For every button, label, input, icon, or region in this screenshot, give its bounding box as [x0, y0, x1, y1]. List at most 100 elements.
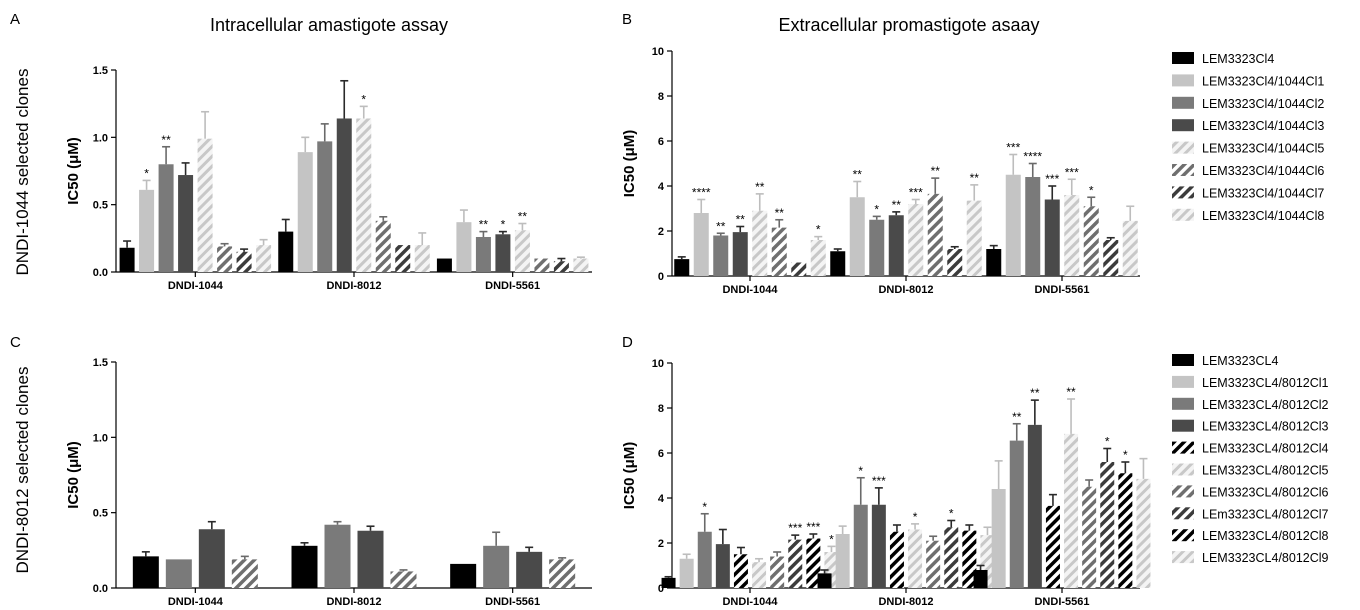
y-tick-label: 10	[652, 46, 664, 58]
x-tick-label: DNDI-5561	[485, 596, 540, 608]
significance-label: **	[479, 218, 489, 232]
significance-label: ***	[1065, 165, 1079, 179]
panel-letter-a: A	[10, 11, 20, 28]
significance-label: **	[1030, 386, 1040, 400]
bar-d-s9-c2	[962, 530, 977, 588]
bar-c-s4-c1	[231, 559, 258, 588]
y-tick-label: 1.5	[93, 357, 108, 369]
y-tick-label: 1.0	[93, 132, 108, 144]
significance-label: *	[1123, 448, 1128, 462]
legend-label: LEm3323CL4/8012Cl7	[1202, 507, 1329, 521]
panel-a-title: Intracellular amastigote assay	[210, 15, 448, 35]
bar-b-s3-c2	[869, 219, 885, 276]
significance-label: *	[1089, 183, 1094, 197]
y-tick-label: 0	[658, 583, 664, 595]
bar-d-s8-c3	[1100, 462, 1115, 588]
legend-swatch	[1172, 186, 1194, 199]
legend-swatch	[1172, 507, 1194, 520]
significance-label: *	[874, 202, 879, 216]
bar-b-s7-c1	[791, 262, 807, 276]
x-tick-label: DNDI-1044	[168, 280, 224, 292]
legend-swatch	[1172, 485, 1194, 498]
bar-d-s5-c2	[889, 531, 904, 588]
significance-label: **	[1066, 385, 1076, 399]
significance-label: ***	[909, 186, 923, 200]
bar-d-s2-c1	[679, 558, 694, 588]
bar-b-s8-c2	[966, 200, 982, 276]
bar-c-s1-c2	[291, 545, 318, 588]
bar-d-s10-c3	[1136, 478, 1151, 588]
legend-swatch	[1172, 52, 1194, 64]
bar-b-s4-c1	[732, 232, 748, 276]
significance-label: ****	[692, 186, 711, 200]
significance-label: *	[501, 218, 506, 232]
x-tick-label: DNDI-5561	[1034, 284, 1089, 296]
significance-label: **	[518, 210, 528, 224]
bar-b-s2-c3	[1005, 174, 1021, 276]
y-tick-label: 0.5	[93, 508, 108, 520]
bar-b-s1-c1	[674, 259, 690, 276]
significance-label: ***	[1045, 172, 1059, 186]
bar-c-s2-c3	[483, 545, 510, 588]
legend-label: LEM3323Cl4/1044Cl8	[1202, 209, 1324, 223]
bar-d-s1-c3	[973, 570, 988, 588]
bar-c-s3-c2	[357, 530, 384, 588]
bar-d-s7-c1	[770, 556, 785, 588]
panel-letter-c: C	[10, 334, 21, 351]
bar-c-s1-c1	[132, 556, 159, 588]
legend-label: LEM3323CL4/8012Cl2	[1202, 398, 1329, 412]
bar-d-s7-c2	[926, 540, 941, 588]
bar-c-s2-c1	[165, 559, 192, 588]
bar-d-s9-c3	[1118, 473, 1133, 588]
bar-a-s5-c1	[197, 138, 213, 272]
significance-label: ***	[872, 474, 886, 488]
x-tick-label: DNDI-5561	[1034, 596, 1089, 608]
y-tick-label: 1.5	[93, 65, 108, 77]
significance-label: *	[913, 510, 918, 524]
legend-top: LEM3323Cl4 LEM3323Cl4/1044Cl1 LEM3323Cl4/1…	[1172, 52, 1324, 223]
legend-label: LEM3323CL4/8012Cl4	[1202, 442, 1329, 456]
bar-d-s8-c1	[788, 539, 803, 588]
bar-a-s8-c3	[573, 258, 589, 272]
bar-a-s8-c1	[256, 245, 272, 272]
y-tick-label: 6	[658, 448, 664, 460]
bar-b-s2-c1	[693, 213, 709, 276]
bar-a-s5-c2	[356, 118, 372, 272]
y-tick-label: 6	[658, 136, 664, 148]
significance-label: **	[892, 198, 902, 212]
bar-a-s5-c3	[514, 230, 530, 272]
x-tick-label: DNDI-5561	[485, 280, 540, 292]
y-tick-label: 8	[658, 403, 664, 415]
significance-label: **	[1012, 410, 1022, 424]
significance-label: *	[949, 507, 954, 521]
legend-label: LEM3323Cl4/1044Cl6	[1202, 164, 1324, 178]
significance-label: **	[853, 168, 863, 182]
bar-d-s4-c1	[715, 544, 730, 588]
legend-swatch	[1172, 96, 1194, 109]
legend-swatch	[1172, 208, 1194, 221]
bar-a-s6-c2	[375, 220, 391, 272]
legend-label: LEM3323CL4	[1202, 354, 1278, 368]
x-tick-label: DNDI-1044	[722, 596, 778, 608]
panel-letter-b: B	[622, 11, 632, 28]
bar-c-s4-c2	[390, 571, 417, 588]
bar-a-s3-c2	[317, 141, 333, 272]
legend-label: LEM3323CL4/8012Cl6	[1202, 485, 1329, 499]
legend-label: LEM3323Cl4/1044Cl3	[1202, 119, 1324, 133]
bar-d-s4-c3	[1027, 424, 1042, 588]
bar-d-s7-c3	[1082, 486, 1097, 588]
bar-a-s8-c2	[414, 245, 430, 272]
significance-label: **	[775, 206, 785, 220]
bar-a-s6-c3	[534, 258, 550, 272]
bar-b-s7-c2	[947, 249, 963, 276]
significance-label: **	[161, 133, 171, 147]
legend-label: LEM3323CL4/8012Cl8	[1202, 529, 1329, 543]
y-tick-label: 0.5	[93, 200, 108, 212]
y-tick-label: 1.0	[93, 432, 108, 444]
legend-label: LEM3323CL4/8012Cl9	[1202, 551, 1329, 565]
legend-swatch	[1172, 529, 1194, 542]
bar-c-s1-c3	[450, 563, 477, 588]
y-tick-label: 10	[652, 358, 664, 370]
bar-c-s3-c1	[198, 529, 225, 588]
